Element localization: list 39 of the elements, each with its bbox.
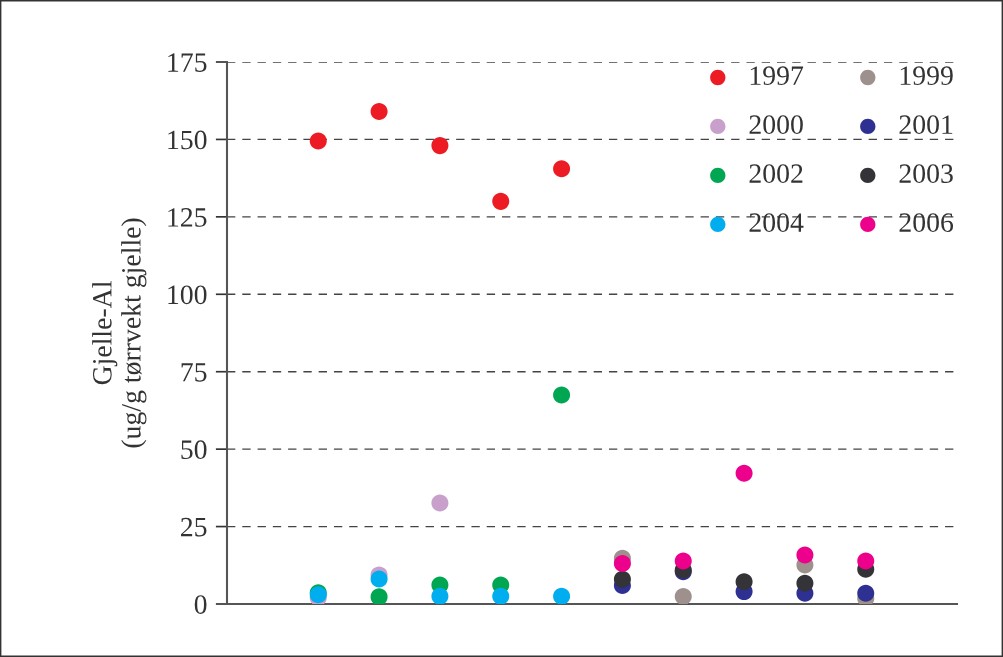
legend-label: 2006 <box>899 213 954 232</box>
y-tick-label: 75 <box>181 363 207 382</box>
legend-label: 2001 <box>899 115 953 135</box>
point <box>492 192 510 210</box>
point <box>370 588 388 604</box>
y-tick-label: 25 <box>181 517 207 537</box>
point <box>735 573 753 591</box>
point <box>553 386 571 404</box>
point <box>431 494 449 512</box>
point <box>370 570 388 588</box>
y-tick-label: 175 <box>168 53 207 72</box>
point <box>370 103 388 121</box>
point <box>553 587 571 604</box>
y-tick-label: 150 <box>168 130 207 150</box>
y-tick-label: 50 <box>181 440 207 460</box>
point <box>735 464 753 482</box>
y-tick-label: 125 <box>168 208 207 227</box>
point <box>309 132 327 150</box>
y-tick-label: 0 <box>194 595 207 614</box>
point <box>613 570 631 588</box>
point <box>492 587 510 604</box>
legend-label: 2000 <box>749 115 803 135</box>
legend-label: 2003 <box>899 164 953 183</box>
point <box>796 574 814 592</box>
y-axis-title: Gjelle-Al (ug/g tørrvekt gjelle) <box>92 218 147 448</box>
point <box>553 160 571 178</box>
point <box>613 554 631 572</box>
legend-label: 2002 <box>749 164 803 183</box>
point <box>431 587 449 604</box>
point <box>674 588 692 604</box>
point <box>857 584 875 602</box>
point <box>857 552 875 570</box>
legend-label: 1999 <box>900 66 953 86</box>
legend-label: 1997 <box>750 66 804 86</box>
point <box>796 546 814 564</box>
point <box>674 552 692 570</box>
legend-label: 2004 <box>749 213 804 232</box>
point <box>431 137 449 155</box>
y-tick-label: 100 <box>168 285 207 305</box>
